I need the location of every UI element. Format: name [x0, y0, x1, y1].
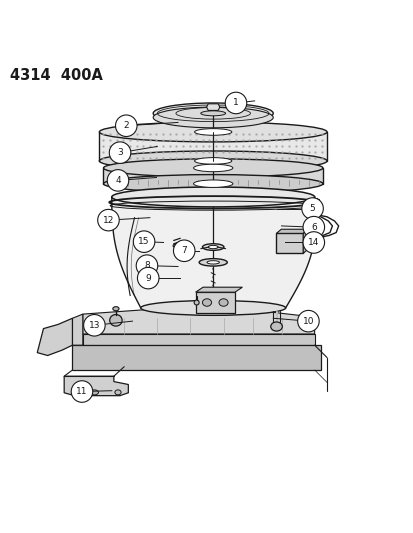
Circle shape [71, 381, 93, 402]
Text: 1: 1 [233, 99, 238, 108]
Text: 4: 4 [115, 176, 121, 185]
Polygon shape [64, 376, 128, 395]
Polygon shape [206, 104, 219, 110]
Polygon shape [99, 132, 326, 161]
Ellipse shape [99, 151, 326, 171]
Circle shape [301, 198, 323, 219]
Circle shape [302, 216, 324, 238]
Text: 13: 13 [88, 321, 100, 330]
Ellipse shape [173, 244, 177, 247]
Ellipse shape [312, 202, 320, 208]
Text: 11: 11 [76, 387, 88, 396]
Ellipse shape [103, 175, 322, 193]
Text: 14: 14 [307, 238, 319, 247]
Text: 2: 2 [123, 121, 129, 130]
Circle shape [225, 92, 246, 114]
Ellipse shape [206, 261, 219, 264]
Text: 7: 7 [181, 246, 187, 255]
Polygon shape [72, 314, 83, 345]
Circle shape [173, 240, 195, 262]
Ellipse shape [199, 259, 227, 266]
Circle shape [297, 310, 318, 332]
Circle shape [115, 115, 137, 136]
Ellipse shape [109, 314, 122, 326]
Polygon shape [302, 229, 307, 253]
Circle shape [97, 209, 119, 231]
Ellipse shape [90, 390, 98, 395]
Polygon shape [37, 318, 72, 356]
Ellipse shape [112, 187, 314, 207]
Ellipse shape [99, 122, 326, 142]
Ellipse shape [193, 180, 232, 188]
Ellipse shape [193, 164, 232, 172]
Polygon shape [195, 287, 242, 292]
Ellipse shape [202, 299, 211, 306]
Ellipse shape [194, 158, 231, 164]
Polygon shape [83, 334, 314, 345]
Polygon shape [72, 345, 320, 370]
Polygon shape [276, 233, 302, 253]
Ellipse shape [194, 300, 199, 305]
Text: 6: 6 [310, 223, 316, 232]
Ellipse shape [200, 111, 225, 116]
Polygon shape [112, 197, 315, 308]
Ellipse shape [103, 159, 322, 177]
Text: 3: 3 [117, 148, 123, 157]
Circle shape [109, 142, 131, 164]
Text: 12: 12 [102, 216, 114, 224]
Circle shape [136, 255, 157, 277]
Ellipse shape [218, 299, 228, 306]
Ellipse shape [194, 128, 231, 135]
Circle shape [137, 268, 159, 289]
Ellipse shape [270, 322, 282, 331]
Ellipse shape [140, 301, 285, 316]
Ellipse shape [153, 107, 273, 128]
Polygon shape [103, 168, 322, 184]
Circle shape [107, 169, 128, 191]
Ellipse shape [112, 306, 119, 311]
Text: 4314  400A: 4314 400A [10, 68, 103, 83]
Circle shape [302, 232, 324, 253]
Text: 5: 5 [309, 204, 315, 213]
Ellipse shape [114, 390, 121, 395]
Text: 8: 8 [144, 261, 150, 270]
Ellipse shape [208, 245, 218, 249]
Ellipse shape [202, 244, 223, 251]
Text: 9: 9 [145, 273, 151, 282]
Polygon shape [195, 292, 235, 313]
Circle shape [133, 231, 154, 253]
Ellipse shape [153, 103, 273, 124]
Text: 15: 15 [138, 237, 150, 246]
Text: 10: 10 [302, 317, 313, 326]
Polygon shape [276, 229, 307, 233]
Circle shape [83, 314, 105, 336]
Polygon shape [83, 309, 314, 334]
